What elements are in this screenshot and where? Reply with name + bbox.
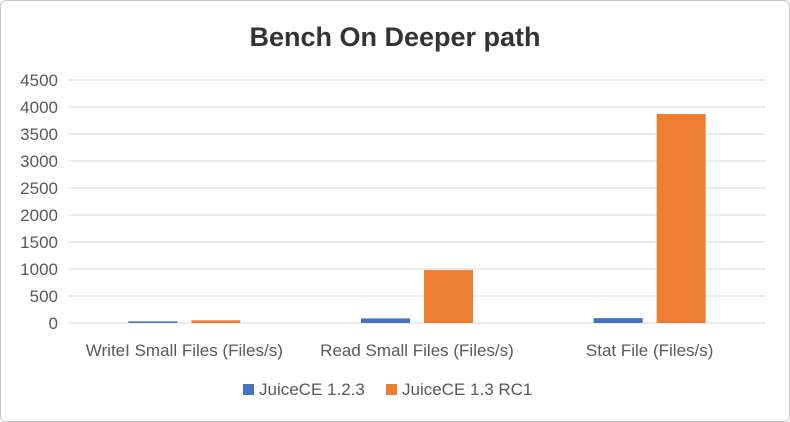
bar-juicece-1-2-3-1	[361, 318, 410, 323]
y-tick-label: 2500	[20, 179, 58, 198]
legend: JuiceCE 1.2.3 JuiceCE 1.3 RC1	[243, 380, 532, 399]
bar-juicece-1-2-3-0	[128, 321, 178, 323]
gridlines	[68, 79, 766, 324]
y-tick-label: 4000	[20, 98, 58, 117]
x-category-label: Stat File (Files/s)	[586, 341, 714, 360]
y-axis-ticks: 0 500 1000 1500 2000 2500 3000 3500 4000 4500	[20, 71, 58, 333]
legend-label: JuiceCE 1.2.3	[259, 380, 365, 399]
bar-juicece-1-3-rc1-2	[656, 114, 706, 324]
y-tick-label: 4500	[20, 71, 58, 90]
bar-juicece-1-2-3-2	[593, 318, 643, 323]
y-tick-label: 500	[30, 287, 58, 306]
legend-label: JuiceCE 1.3 RC1	[402, 380, 532, 399]
bar-juicece-1-3-rc1-1	[424, 270, 473, 323]
legend-swatch	[243, 384, 254, 395]
y-tick-label: 1000	[20, 260, 58, 279]
y-tick-label: 3000	[20, 152, 58, 171]
y-tick-label: 2000	[20, 206, 58, 225]
y-tick-label: 3500	[20, 125, 58, 144]
bar-juicece-1-3-rc1-0	[191, 320, 241, 323]
bars	[128, 114, 706, 324]
x-axis-categories: WriteI Small Files (Files/s) Read Small F…	[86, 341, 714, 360]
y-tick-label: 0	[49, 314, 58, 333]
chart-title: Bench On Deeper path	[249, 22, 540, 52]
legend-swatch	[386, 384, 397, 395]
y-tick-label: 1500	[20, 233, 58, 252]
x-category-label: Read Small Files (Files/s)	[320, 341, 514, 360]
x-category-label: WriteI Small Files (Files/s)	[86, 341, 283, 360]
